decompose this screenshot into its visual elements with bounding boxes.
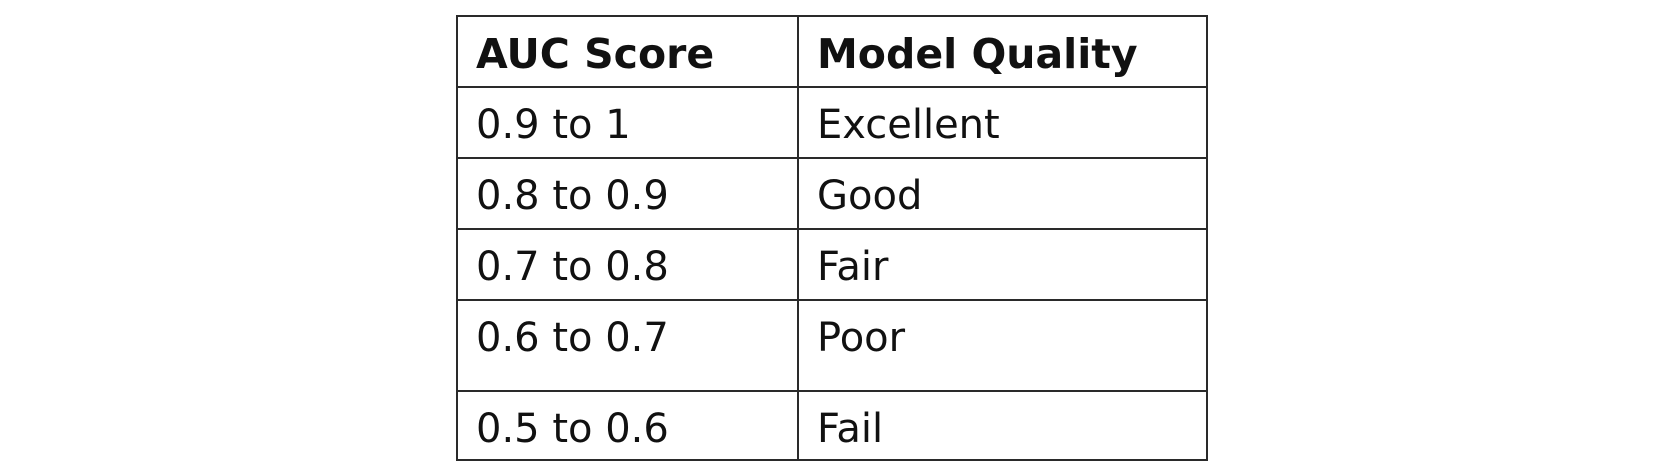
auc-score-cell: 0.8 to 0.9 [456, 157, 799, 230]
auc-score-cell: 0.6 to 0.7 [456, 299, 799, 392]
header-model-quality: Model Quality [797, 15, 1208, 88]
auc-score-cell: 0.7 to 0.8 [456, 228, 799, 301]
auc-quality-table-container: AUC Score Model Quality 0.9 to 1 Excelle… [456, 15, 1208, 461]
model-quality-cell: Fail [797, 390, 1208, 461]
table-body: 0.9 to 1 Excellent 0.8 to 0.9 Good 0.7 t… [456, 86, 1208, 461]
table-row: 0.5 to 0.6 Fail [456, 390, 1208, 461]
model-quality-cell: Excellent [797, 86, 1208, 159]
model-quality-cell: Poor [797, 299, 1208, 392]
table-header: AUC Score Model Quality [456, 15, 1208, 88]
auc-quality-table: AUC Score Model Quality 0.9 to 1 Excelle… [456, 15, 1208, 461]
auc-score-cell: 0.5 to 0.6 [456, 390, 799, 461]
table-row: 0.6 to 0.7 Poor [456, 299, 1208, 392]
auc-score-cell: 0.9 to 1 [456, 86, 799, 159]
table-row: 0.7 to 0.8 Fair [456, 228, 1208, 301]
table-row: 0.9 to 1 Excellent [456, 86, 1208, 159]
table-row: 0.8 to 0.9 Good [456, 157, 1208, 230]
model-quality-cell: Fair [797, 228, 1208, 301]
header-auc-score: AUC Score [456, 15, 799, 88]
model-quality-cell: Good [797, 157, 1208, 230]
header-row: AUC Score Model Quality [456, 15, 1208, 88]
